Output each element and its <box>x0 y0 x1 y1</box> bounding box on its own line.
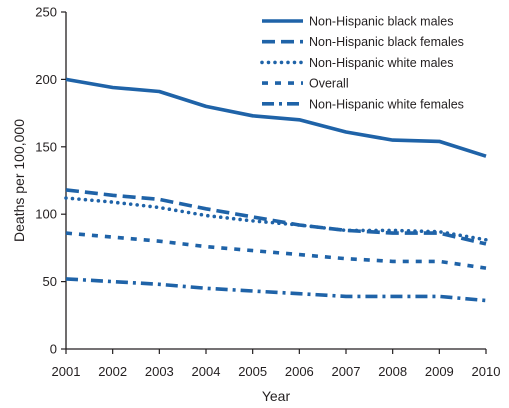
legend-label: Non-Hispanic black males <box>309 15 454 29</box>
legend-label: Overall <box>309 77 349 91</box>
x-tick-label: 2006 <box>285 364 314 379</box>
x-tick-label: 2002 <box>98 364 127 379</box>
legend-label: Non-Hispanic white females <box>309 97 464 111</box>
y-tick-label: 150 <box>35 139 57 154</box>
x-tick-label: 2003 <box>145 364 174 379</box>
y-axis-title: Deaths per 100,000 <box>11 119 27 242</box>
series-line-2 <box>65 188 487 246</box>
legend-label: Non-Hispanic white males <box>309 56 454 70</box>
legend: Non-Hispanic black males Non-Hispanic bla… <box>260 15 464 111</box>
x-axis-title: Year <box>262 388 291 404</box>
x-tick-label: 2005 <box>238 364 267 379</box>
series-lines <box>64 77 488 303</box>
x-tick-label: 2001 <box>52 364 81 379</box>
y-tick-label: 0 <box>50 342 57 357</box>
y-tick-label: 50 <box>43 274 57 289</box>
series-line-4 <box>65 231 487 270</box>
x-tick-label: 2007 <box>332 364 361 379</box>
x-tick-label: 2010 <box>472 364 501 379</box>
y-tick-label: 200 <box>35 72 57 87</box>
series-line-3 <box>64 196 488 242</box>
axes: 0 50 100 150 200 250 2001 2002 2003 2004 2005 2006 2… <box>35 5 500 380</box>
series-line-5 <box>65 277 487 303</box>
series-line-1 <box>65 77 487 158</box>
x-tick-label: 2004 <box>192 364 221 379</box>
legend-label: Non-Hispanic black females <box>309 35 464 49</box>
x-tick-label: 2009 <box>425 364 454 379</box>
y-tick-label: 250 <box>35 5 57 20</box>
y-tick-label: 100 <box>35 207 57 222</box>
x-tick-label: 2008 <box>378 364 407 379</box>
